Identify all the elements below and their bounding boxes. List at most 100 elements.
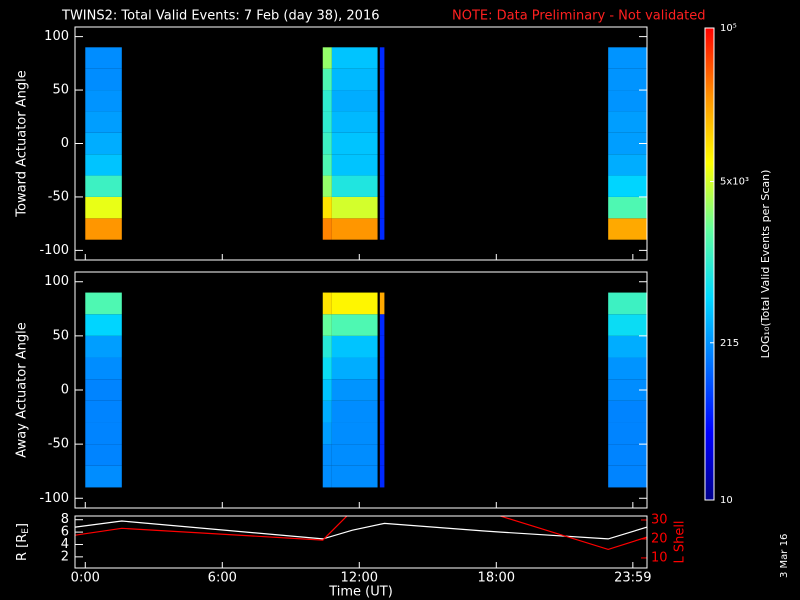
heatmap-cell [331, 292, 378, 315]
heatmap-cell [85, 111, 122, 133]
heatmap-cell [322, 379, 332, 401]
y2-tick-label: 30 [651, 512, 668, 527]
heatmap-cell [608, 400, 647, 423]
heatmap-cell [85, 422, 122, 445]
plot-area [85, 292, 647, 488]
heatmap-cell [379, 379, 385, 401]
heatmap-cell [85, 335, 122, 358]
colorbar-tick-label: 215 [720, 338, 739, 349]
heatmap-cell [331, 132, 378, 155]
heatmap-cell [608, 314, 647, 336]
colorbar-tick-label: 10⁵ [720, 23, 737, 34]
heatmap-cell [608, 196, 647, 219]
colorbar-label: LOG₁₀(Total Valid Events per Scan) [759, 170, 772, 359]
heatmap-cell [608, 335, 647, 358]
heatmap-cell [379, 335, 385, 358]
heatmap-cell [379, 314, 385, 336]
heatmap-cell [379, 90, 385, 112]
heatmap-cell [322, 175, 332, 197]
y-tick-label: -50 [48, 189, 69, 204]
heatmap-cell [322, 465, 332, 488]
plot-area [75, 516, 647, 551]
y-tick-label: 100 [44, 274, 69, 289]
x-tick-label: 18:00 [478, 571, 515, 586]
x-tick-label: 12:00 [341, 571, 378, 586]
y-axis-label-part: ] [15, 523, 30, 528]
heatmap-cell [379, 111, 385, 133]
heatmap-cell [331, 444, 378, 466]
heatmap-cell [331, 175, 378, 197]
heatmap-cell [379, 400, 385, 423]
heatmap-cell [608, 175, 647, 197]
y-tick-label: 8 [61, 512, 69, 527]
heatmap-cell [85, 47, 122, 69]
colorbar-tick-label: 5x10³ [720, 177, 749, 188]
x-tick-label: 0:00 [71, 571, 100, 586]
heatmap-cell [379, 47, 385, 69]
heatmap-cell [379, 154, 385, 176]
heatmap-cell [322, 335, 332, 358]
series-line [75, 520, 647, 540]
heatmap-cell [85, 465, 122, 488]
y-axis-label-part: R [R [15, 534, 30, 561]
heatmap-cell [322, 90, 332, 112]
y-axis-label: Away Actuator Angle [15, 322, 30, 457]
heatmap-cell [379, 292, 385, 315]
heatmap-cell [85, 175, 122, 197]
heatmap-cell [85, 68, 122, 91]
heatmap-cell [85, 196, 122, 219]
heatmap-cell [379, 132, 385, 155]
heatmap-cell [608, 132, 647, 155]
heatmap-cell [379, 422, 385, 445]
heatmap-cell [85, 314, 122, 336]
heatmap-cell [322, 47, 332, 69]
heatmap-cell [322, 422, 332, 445]
series-line [498, 516, 647, 551]
y-tick-label: 50 [52, 328, 69, 343]
heatmap-cell [322, 357, 332, 380]
heatmap-cell [331, 111, 378, 133]
heatmap-cell [331, 218, 378, 240]
plot-area [85, 47, 647, 240]
heatmap-cell [331, 465, 378, 488]
y-tick-label: 6 [61, 525, 69, 540]
x-tick-label: 6:00 [208, 571, 237, 586]
y-tick-label: -100 [39, 491, 69, 506]
y-axis-label: R [RE] [15, 523, 31, 561]
series-line [75, 516, 348, 541]
heatmap-cell [608, 47, 647, 69]
y2-tick-label: 20 [651, 531, 668, 546]
heatmap-cell [608, 68, 647, 91]
heatmap-cell [608, 111, 647, 133]
heatmap-cell [85, 90, 122, 112]
colorbar [704, 27, 715, 501]
heatmap-cell [322, 68, 332, 91]
heatmap-cell [85, 357, 122, 380]
heatmap-cell [608, 379, 647, 401]
heatmap-cell [85, 400, 122, 423]
heatmap-cell [331, 400, 378, 423]
y-tick-label: 4 [61, 537, 69, 552]
frame [74, 515, 648, 569]
heatmap-cell [608, 218, 647, 240]
y-tick-label: -100 [39, 243, 69, 258]
y2-axis-label: L Shell [673, 520, 688, 563]
heatmap-cell [379, 465, 385, 488]
heatmap-cell [379, 68, 385, 91]
x-tick-label: 23:59 [614, 571, 651, 586]
heatmap-cell [608, 444, 647, 466]
x-axis-label: Time (UT) [328, 585, 393, 600]
heatmap-cell [331, 422, 378, 445]
note: NOTE: Data Preliminary - Not validated [452, 9, 706, 24]
heatmap-cell [85, 154, 122, 176]
y-tick-label: 0 [61, 383, 69, 398]
heatmap-cell [608, 90, 647, 112]
y-tick-label: 50 [52, 83, 69, 98]
y-tick-label: 2 [61, 549, 69, 564]
heatmap-cell [608, 154, 647, 176]
heatmap-cell [85, 292, 122, 315]
y-tick-label: -50 [48, 437, 69, 452]
heatmap-cell [331, 335, 378, 358]
